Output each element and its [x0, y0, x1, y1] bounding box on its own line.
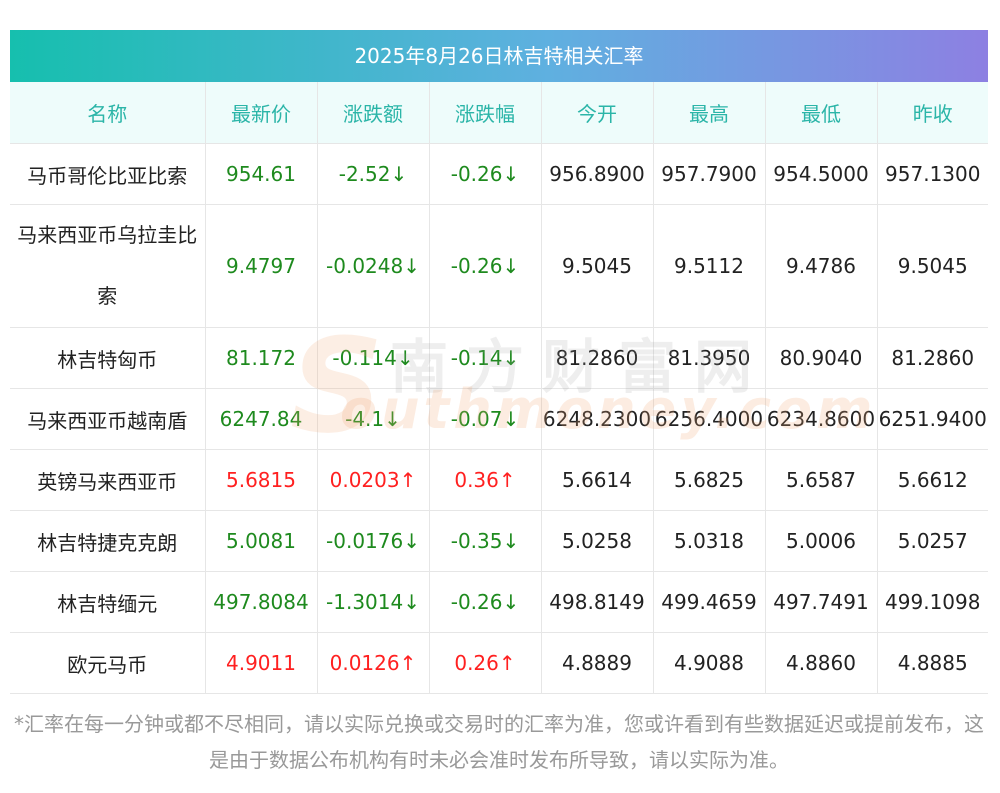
cell-pct: -0.35↓ — [429, 510, 542, 572]
header-latest: 最新价 — [205, 82, 318, 144]
cell-name: 马来西亚币乌拉圭比索 — [10, 204, 206, 328]
cell-latest: 497.8084 — [205, 571, 318, 633]
cell-latest: 81.172 — [205, 327, 318, 389]
cell-high: 4.9088 — [653, 632, 766, 694]
table-header-row: 名称 最新价 涨跌额 涨跌幅 今开 最高 最低 昨收 — [10, 82, 988, 144]
cell-prev: 957.1300 — [877, 143, 988, 205]
cell-prev: 6251.9400 — [877, 388, 988, 450]
cell-name: 英镑马来西亚币 — [10, 449, 206, 511]
header-low: 最低 — [765, 82, 878, 144]
cell-name: 马来西亚币越南盾 — [10, 388, 206, 450]
table-row: 马币哥伦比亚比索 954.61 -2.52↓ -0.26↓ 956.8900 957.79… — [10, 143, 988, 205]
table-row: 林吉特捷克克朗 5.0081 -0.0176↓ -0.35↓ 5.0258 5.0318 5… — [10, 510, 988, 572]
cell-high: 5.0318 — [653, 510, 766, 572]
cell-low: 5.0006 — [765, 510, 878, 572]
cell-open: 4.8889 — [541, 632, 654, 694]
cell-prev: 5.6612 — [877, 449, 988, 511]
cell-change: -2.52↓ — [317, 143, 430, 205]
header-high: 最高 — [653, 82, 766, 144]
table-row: 马来西亚币乌拉圭比索 9.4797 -0.0248↓ -0.26↓ 9.5045 9.51… — [10, 204, 988, 328]
cell-low: 9.4786 — [765, 204, 878, 328]
cell-change: -0.0176↓ — [317, 510, 430, 572]
cell-high: 499.4659 — [653, 571, 766, 633]
cell-open: 6248.2300 — [541, 388, 654, 450]
cell-prev: 81.2860 — [877, 327, 988, 389]
table-row: 林吉特匈币 81.172 -0.114↓ -0.14↓ 81.2860 81.3950 80… — [10, 327, 988, 389]
header-name: 名称 — [10, 82, 206, 144]
table-row: 林吉特缅元 497.8084 -1.3014↓ -0.26↓ 498.8149 499.4… — [10, 571, 988, 633]
cell-high: 81.3950 — [653, 327, 766, 389]
cell-open: 5.6614 — [541, 449, 654, 511]
rates-table: 名称 最新价 涨跌额 涨跌幅 今开 最高 最低 昨收 马币哥伦比亚比索 954.6… — [10, 82, 988, 694]
cell-pct: -0.07↓ — [429, 388, 542, 450]
footnote: *汇率在每一分钟或都不尽相同，请以实际兑换或交易时的汇率为准，您或许看到有些数据… — [14, 712, 984, 772]
cell-latest: 9.4797 — [205, 204, 318, 328]
table-row: 马来西亚币越南盾 6247.84 -4.1↓ -0.07↓ 6248.2300 6256.… — [10, 388, 988, 450]
cell-pct: 0.26↑ — [429, 632, 542, 694]
cell-pct: 0.36↑ — [429, 449, 542, 511]
cell-name: 林吉特匈币 — [10, 327, 206, 389]
cell-name: 欧元马币 — [10, 632, 206, 694]
header-change: 涨跌额 — [317, 82, 430, 144]
cell-low: 497.7491 — [765, 571, 878, 633]
cell-name: 林吉特捷克克朗 — [10, 510, 206, 572]
cell-high: 6256.4000 — [653, 388, 766, 450]
table-row: 欧元马币 4.9011 0.0126↑ 0.26↑ 4.8889 4.9088 4.8860… — [10, 632, 988, 694]
cell-change: -0.0248↓ — [317, 204, 430, 328]
cell-prev: 5.0257 — [877, 510, 988, 572]
cell-name: 马币哥伦比亚比索 — [10, 143, 206, 205]
cell-latest: 4.9011 — [205, 632, 318, 694]
cell-latest: 5.0081 — [205, 510, 318, 572]
cell-high: 957.7900 — [653, 143, 766, 205]
cell-change: -1.3014↓ — [317, 571, 430, 633]
cell-prev: 499.1098 — [877, 571, 988, 633]
cell-change: -0.114↓ — [317, 327, 430, 389]
cell-pct: -0.26↓ — [429, 204, 542, 328]
cell-low: 954.5000 — [765, 143, 878, 205]
cell-pct: -0.26↓ — [429, 571, 542, 633]
cell-change: 0.0203↑ — [317, 449, 430, 511]
cell-latest: 5.6815 — [205, 449, 318, 511]
header-prev: 昨收 — [877, 82, 988, 144]
cell-change: 0.0126↑ — [317, 632, 430, 694]
cell-low: 80.9040 — [765, 327, 878, 389]
cell-high: 5.6825 — [653, 449, 766, 511]
table-row: 英镑马来西亚币 5.6815 0.0203↑ 0.36↑ 5.6614 5.6825 5.6… — [10, 449, 988, 511]
rate-table-panel: 2025年8月26日林吉特相关汇率 名称 最新价 涨跌额 涨跌幅 今开 最高 最… — [10, 30, 988, 694]
cell-change: -4.1↓ — [317, 388, 430, 450]
table-title: 2025年8月26日林吉特相关汇率 — [10, 30, 988, 82]
cell-open: 5.0258 — [541, 510, 654, 572]
cell-high: 9.5112 — [653, 204, 766, 328]
cell-prev: 9.5045 — [877, 204, 988, 328]
cell-open: 9.5045 — [541, 204, 654, 328]
cell-low: 6234.8600 — [765, 388, 878, 450]
cell-name: 林吉特缅元 — [10, 571, 206, 633]
cell-latest: 6247.84 — [205, 388, 318, 450]
header-open: 今开 — [541, 82, 654, 144]
cell-latest: 954.61 — [205, 143, 318, 205]
cell-pct: -0.14↓ — [429, 327, 542, 389]
cell-open: 81.2860 — [541, 327, 654, 389]
cell-open: 498.8149 — [541, 571, 654, 633]
header-pct: 涨跌幅 — [429, 82, 542, 144]
cell-pct: -0.26↓ — [429, 143, 542, 205]
cell-open: 956.8900 — [541, 143, 654, 205]
cell-low: 4.8860 — [765, 632, 878, 694]
cell-low: 5.6587 — [765, 449, 878, 511]
cell-prev: 4.8885 — [877, 632, 988, 694]
